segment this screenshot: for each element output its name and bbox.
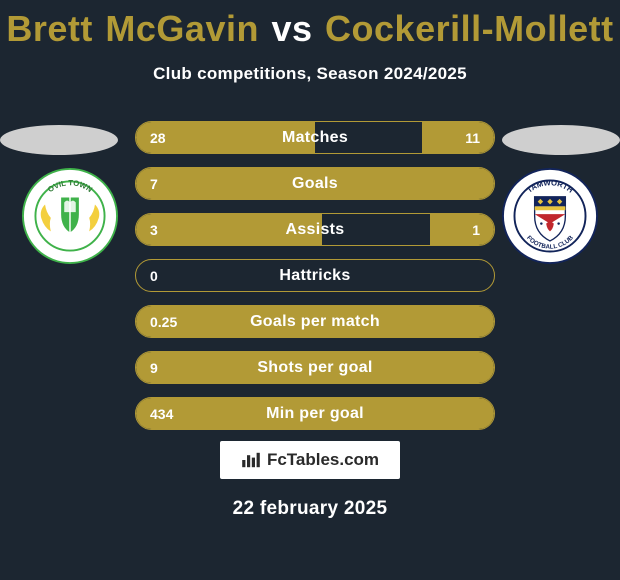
brand-box: FcTables.com bbox=[220, 441, 400, 479]
subtitle: Club competitions, Season 2024/2025 bbox=[0, 64, 620, 84]
bar-label: Min per goal bbox=[136, 398, 494, 429]
brand-bold: Tables bbox=[287, 450, 340, 469]
bar-label: Matches bbox=[136, 122, 494, 153]
stat-bar: 2811Matches bbox=[135, 121, 495, 154]
bar-label: Goals bbox=[136, 168, 494, 199]
brand-suffix: .com bbox=[339, 450, 379, 469]
stat-bar: 0.25Goals per match bbox=[135, 305, 495, 338]
stat-bar: 9Shots per goal bbox=[135, 351, 495, 384]
comparison-title: Brett McGavin vs Cockerill-Mollett bbox=[0, 0, 620, 50]
vs-text: vs bbox=[271, 8, 312, 49]
stat-bar: 7Goals bbox=[135, 167, 495, 200]
stat-bar: 0Hattricks bbox=[135, 259, 495, 292]
brand-text: FcTables.com bbox=[267, 450, 379, 470]
club-crest-right: TAMWORTH FOOTBALL CLUB bbox=[502, 168, 598, 264]
brand-bars-icon bbox=[241, 452, 261, 468]
bar-label: Hattricks bbox=[136, 260, 494, 291]
stat-bars: 2811Matches 7Goals 31Assists 0Hattricks 0.25… bbox=[135, 121, 495, 443]
crest-right-svg: TAMWORTH FOOTBALL CLUB bbox=[502, 168, 598, 264]
brand-prefix: Fc bbox=[267, 450, 287, 469]
player2-name: Cockerill-Mollett bbox=[325, 8, 614, 49]
crest-left-svg: OVIL TOWN bbox=[22, 168, 118, 264]
stat-bar: 434Min per goal bbox=[135, 397, 495, 430]
club-crest-left: OVIL TOWN bbox=[22, 168, 118, 264]
bar-label: Assists bbox=[136, 214, 494, 245]
ellipse-left bbox=[0, 125, 118, 155]
date-text: 22 february 2025 bbox=[0, 498, 620, 520]
player1-name: Brett McGavin bbox=[6, 8, 259, 49]
ellipse-right bbox=[502, 125, 620, 155]
bar-label: Goals per match bbox=[136, 306, 494, 337]
stat-bar: 31Assists bbox=[135, 213, 495, 246]
bar-label: Shots per goal bbox=[136, 352, 494, 383]
